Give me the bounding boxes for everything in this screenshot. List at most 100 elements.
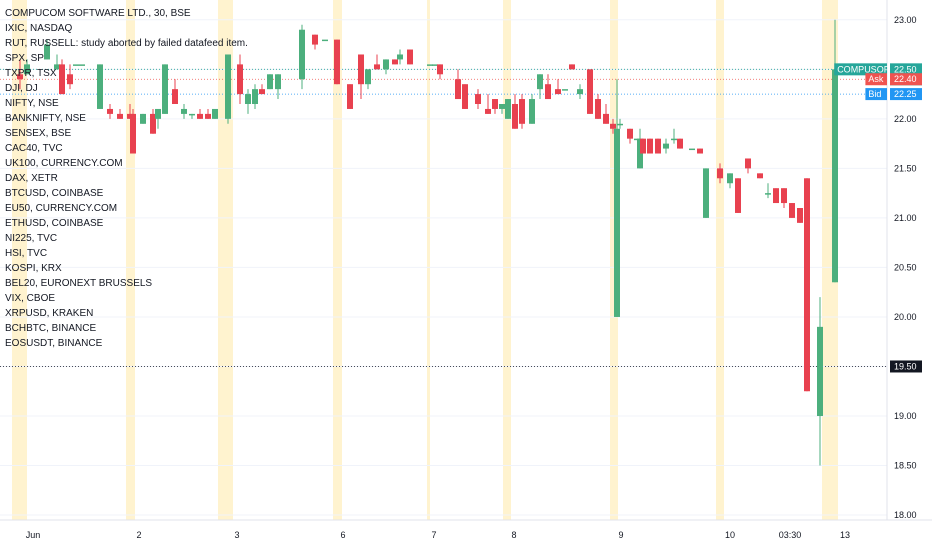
candle[interactable]	[347, 84, 353, 109]
legend-item[interactable]: DAX, XETR	[5, 173, 58, 184]
legend-item[interactable]: CAC40, TVC	[5, 143, 63, 154]
candle[interactable]	[259, 84, 265, 95]
candle[interactable]	[172, 79, 178, 104]
candle[interactable]	[79, 64, 85, 66]
candle[interactable]	[703, 168, 709, 218]
candle[interactable]	[614, 79, 620, 317]
candle[interactable]	[117, 108, 123, 119]
candle[interactable]	[67, 64, 73, 90]
candle[interactable]	[97, 64, 103, 109]
candle[interactable]	[107, 104, 113, 119]
candle[interactable]	[512, 94, 518, 129]
candle[interactable]	[130, 108, 136, 154]
candle[interactable]	[717, 163, 723, 184]
candle[interactable]	[555, 79, 561, 95]
candle[interactable]	[610, 118, 616, 134]
legend-item[interactable]: ETHUSD, COINBASE	[5, 218, 104, 229]
candle[interactable]	[374, 54, 380, 70]
candle[interactable]	[627, 128, 633, 144]
candle[interactable]	[392, 59, 398, 65]
candle[interactable]	[689, 148, 695, 151]
candle[interactable]	[781, 188, 787, 208]
candle[interactable]	[44, 39, 50, 60]
legend-item[interactable]: XRPUSD, KRAKEN	[5, 308, 94, 319]
candle[interactable]	[455, 69, 461, 100]
candle[interactable]	[54, 54, 60, 70]
candle[interactable]	[647, 138, 653, 154]
legend-item[interactable]: IXIC, NASDAQ	[5, 23, 73, 34]
candle[interactable]	[437, 64, 443, 80]
legend-item[interactable]: BCHBTC, BINANCE	[5, 323, 97, 334]
candle[interactable]	[299, 24, 305, 90]
candle[interactable]	[205, 108, 211, 119]
candle[interactable]	[789, 203, 795, 218]
chart-title[interactable]: COMPUCOM SOFTWARE LTD., 30, BSE	[5, 8, 191, 19]
candle[interactable]	[735, 178, 741, 213]
candle[interactable]	[617, 118, 623, 129]
candle[interactable]	[407, 49, 413, 65]
legend-item[interactable]: RUT, RUSSELL: study aborted by failed da…	[5, 38, 248, 49]
candle[interactable]	[671, 128, 677, 144]
candle[interactable]	[577, 84, 583, 100]
candle[interactable]	[252, 84, 258, 109]
legend-item[interactable]: SPX, SP	[5, 53, 44, 64]
candle[interactable]	[73, 64, 79, 66]
candle[interactable]	[804, 178, 810, 392]
candle[interactable]	[24, 59, 30, 75]
legend-item[interactable]: EU50, CURRENCY.COM	[5, 203, 118, 214]
candle[interactable]	[727, 173, 733, 189]
legend-item[interactable]: BEL20, EURONEXT BRUSSELS	[5, 278, 153, 289]
candle[interactable]	[519, 94, 525, 129]
candle[interactable]	[397, 49, 403, 65]
candle[interactable]	[322, 39, 328, 42]
candle[interactable]	[59, 59, 65, 95]
legend-item[interactable]: TXPR, TSX	[5, 68, 57, 79]
candle[interactable]	[655, 138, 661, 154]
candle[interactable]	[181, 104, 187, 119]
candle[interactable]	[697, 148, 703, 154]
candle[interactable]	[245, 89, 251, 114]
candle[interactable]	[225, 54, 231, 124]
candle[interactable]	[587, 69, 593, 114]
candle[interactable]	[745, 158, 751, 174]
candle[interactable]	[485, 94, 491, 114]
candle[interactable]	[432, 64, 438, 66]
candle[interactable]	[757, 173, 763, 179]
legend-item[interactable]: SENSEX, BSE	[5, 128, 72, 139]
candle[interactable]	[765, 183, 771, 199]
candle[interactable]	[358, 54, 364, 100]
candle[interactable]	[383, 59, 389, 75]
candle[interactable]	[462, 84, 468, 109]
candle[interactable]	[663, 138, 669, 154]
candle[interactable]	[189, 113, 195, 119]
candle[interactable]	[492, 99, 498, 114]
candle[interactable]	[312, 34, 318, 50]
candle[interactable]	[427, 64, 433, 66]
candle[interactable]	[545, 74, 551, 100]
legend-item[interactable]: UK100, CURRENCY.COM	[5, 158, 123, 169]
candle[interactable]	[365, 69, 371, 90]
candle[interactable]	[603, 104, 609, 124]
legend-item[interactable]: HSI, TVC	[5, 248, 48, 259]
candle[interactable]	[237, 54, 243, 104]
candle[interactable]	[334, 39, 340, 85]
legend-item[interactable]: BANKNIFTY, NSE	[5, 113, 86, 124]
candle[interactable]	[267, 74, 273, 90]
candle[interactable]	[17, 59, 23, 90]
candle[interactable]	[140, 113, 146, 124]
candle[interactable]	[773, 188, 779, 204]
candle[interactable]	[595, 94, 601, 119]
legend-item[interactable]: DJI, DJ	[5, 83, 38, 94]
candle[interactable]	[162, 64, 168, 114]
candle[interactable]	[150, 108, 156, 134]
candle[interactable]	[817, 297, 823, 466]
candle[interactable]	[155, 108, 161, 129]
candle[interactable]	[197, 108, 203, 119]
candle[interactable]	[475, 89, 481, 109]
legend-item[interactable]: BTCUSD, COINBASE	[5, 188, 104, 199]
candle[interactable]	[505, 99, 511, 119]
candle[interactable]	[275, 74, 281, 100]
legend-item[interactable]: NI225, TVC	[5, 233, 58, 244]
candle[interactable]	[537, 74, 543, 100]
